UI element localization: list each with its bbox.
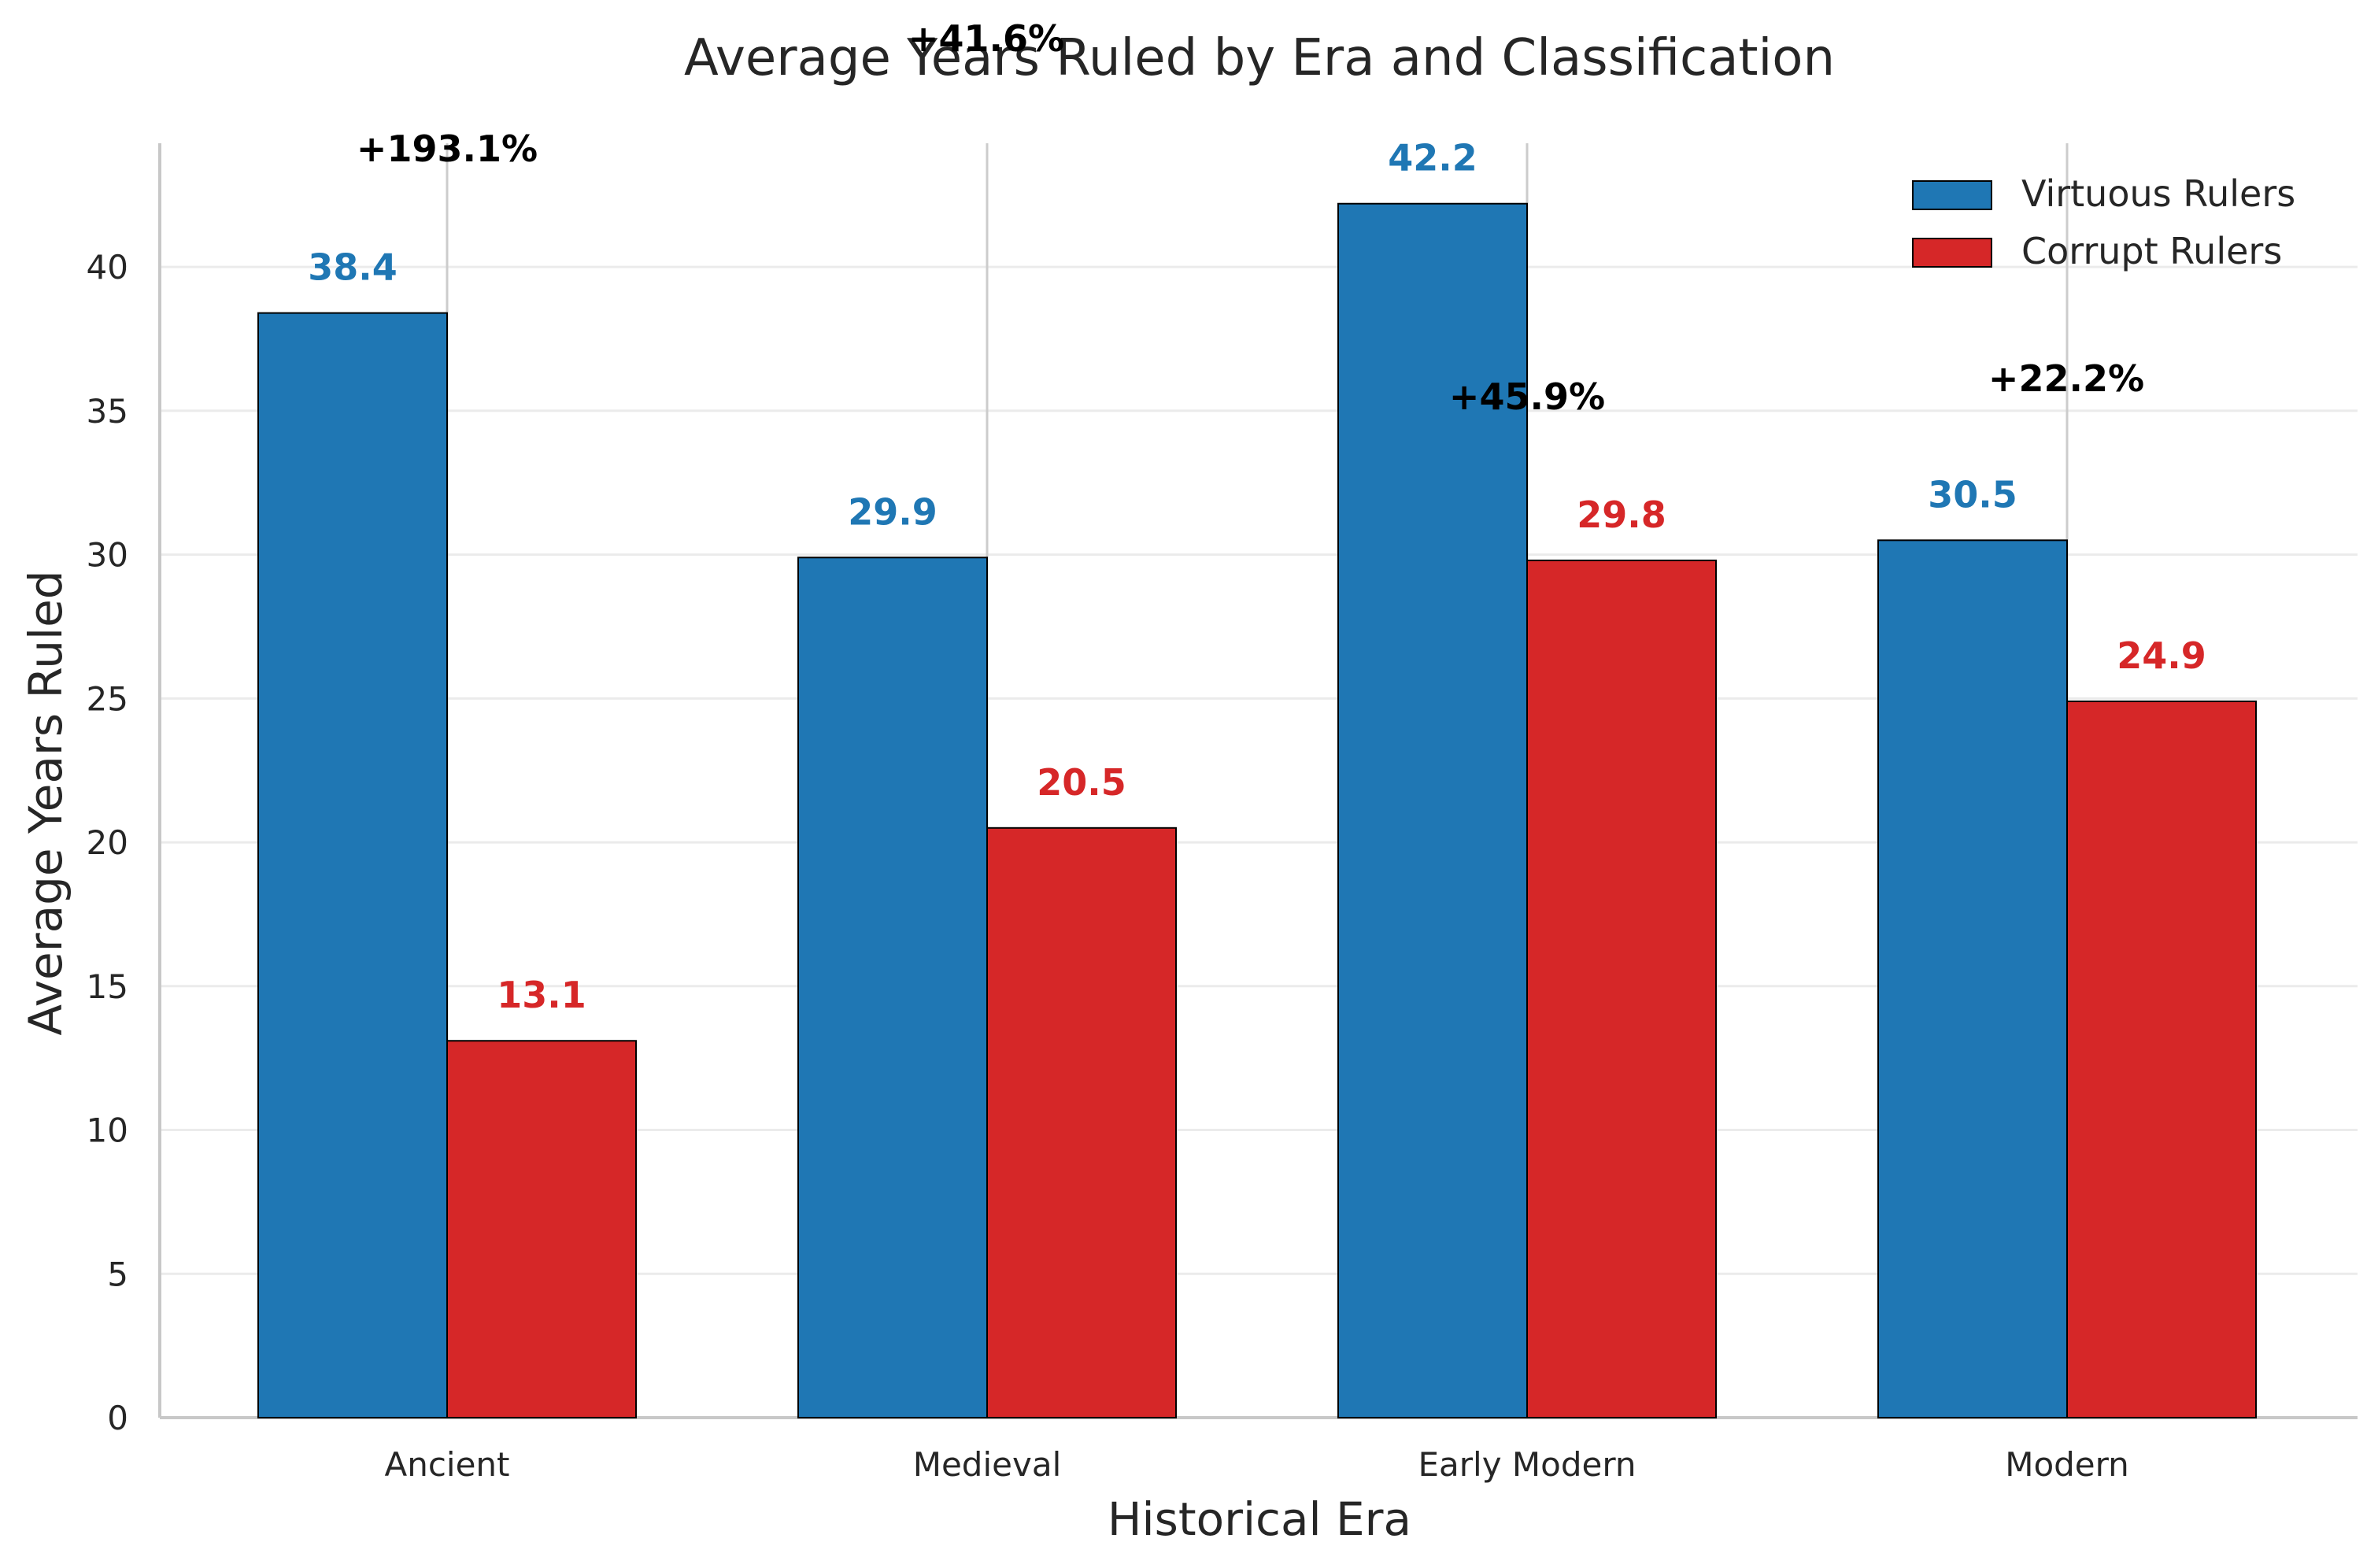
chart-title: Average Years Ruled by Era and Classific… [684,29,1835,87]
bar-virtuous [1337,202,1528,1418]
percent-difference-label: +45.9% [1449,375,1605,418]
y-tick-label: 25 [87,679,128,718]
legend: Virtuous Rulers Corrupt Rulers [1912,172,2295,272]
x-tick-label: Modern [2005,1445,2129,1484]
value-label: 29.8 [1577,494,1666,536]
value-label: 30.5 [1928,473,2017,516]
bar-virtuous [797,557,988,1418]
x-axis-title: Historical Era [1108,1492,1411,1546]
x-tick-label: Ancient [384,1445,509,1484]
bar-virtuous [257,312,448,1418]
percent-difference-label: +193.1% [357,128,538,170]
value-label: 13.1 [497,974,586,1016]
plot-area: 0 5 10 15 20 25 30 35 40 38.4 29.9 42.2 30.5 13.1 20.5… [87,17,2358,1484]
y-tick-label: 30 [87,536,128,575]
y-tick-label: 5 [107,1255,128,1293]
bar-corrupt [1526,559,1717,1418]
percent-difference-label: +41.6% [908,17,1064,60]
bar-corrupt [2066,700,2257,1418]
y-tick-label: 10 [87,1111,128,1150]
y-tick-label: 20 [87,823,128,862]
y-tick-label: 35 [87,392,128,431]
value-label: 38.4 [308,246,398,289]
bar-virtuous [1877,539,2068,1418]
value-label: 20.5 [1037,761,1126,804]
bar-corrupt [446,1040,637,1418]
value-label: 42.2 [1388,137,1477,179]
legend-swatch-virtuous [1912,180,1992,210]
y-tick-label: 15 [87,967,128,1006]
legend-swatch-corrupt [1912,238,1992,268]
value-label: 29.9 [848,490,938,533]
bar-corrupt [986,827,1177,1419]
legend-label: Virtuous Rulers [2021,172,2295,215]
y-tick-label: 40 [87,248,128,287]
y-tick-label: 0 [107,1399,128,1437]
legend-label: Corrupt Rulers [2021,230,2282,272]
y-axis-title: Average Years Ruled [19,570,72,1035]
value-label: 24.9 [2117,634,2206,677]
x-tick-label: Medieval [913,1445,1062,1484]
x-tick-label: Early Modern [1418,1445,1636,1484]
percent-difference-label: +22.2% [1988,357,2144,400]
